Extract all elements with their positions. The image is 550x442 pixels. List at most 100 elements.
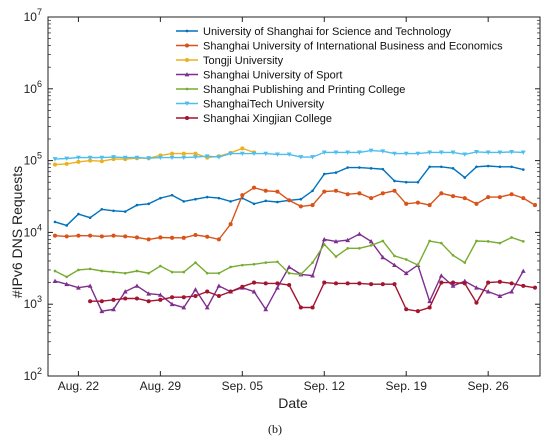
- data-point-shanghai-publishing-and-printing-college: [159, 264, 162, 268]
- data-point-shanghai-university-of-international-business-and-economics: [357, 191, 362, 196]
- data-point-shanghai-university-of-international-business-and-economics: [474, 201, 479, 206]
- data-point-shanghaitech-university: [286, 152, 292, 157]
- data-point-shanghai-university-of-sport: [427, 298, 433, 304]
- data-point-shanghai-xingjian-college: [497, 279, 502, 284]
- data-point-shanghai-university-of-sport: [275, 285, 280, 290]
- series-shanghai-university-of-sport: [52, 231, 526, 314]
- data-point-shanghaitech-university: [298, 155, 304, 160]
- data-point-tongji-university: [193, 151, 198, 156]
- data-point-shanghai-xingjian-college: [427, 305, 432, 310]
- y-tick-label: 106: [24, 79, 42, 96]
- data-point-shanghaitech-university: [52, 157, 58, 162]
- legend-marker: [184, 43, 190, 48]
- data-point-shanghai-publishing-and-printing-college: [404, 258, 408, 261]
- data-point-tongji-university: [52, 162, 58, 167]
- data-point-shanghai-university-of-sport: [356, 231, 362, 236]
- data-point-shanghai-publishing-and-printing-college: [486, 240, 490, 243]
- data-point-shanghaitech-university: [204, 154, 210, 159]
- series-line-tongji-university: [54, 147, 255, 166]
- data-point-university-of-shanghai-for-science-and-technology: [77, 212, 80, 216]
- data-point-shanghai-university-of-international-business-and-economics: [263, 188, 268, 193]
- y-tick-label: 107: [24, 7, 42, 24]
- y-tick-label: 103: [24, 294, 42, 311]
- data-point-university-of-shanghai-for-science-and-technology: [510, 165, 513, 169]
- data-point-shanghai-publishing-and-printing-college: [475, 239, 478, 243]
- data-point-shanghai-university-of-international-business-and-economics: [158, 235, 163, 240]
- data-point-university-of-shanghai-for-science-and-technology: [475, 165, 478, 169]
- data-point-shanghai-university-of-sport: [76, 285, 81, 290]
- data-point-shanghai-university-of-international-business-and-economics: [509, 192, 514, 197]
- data-point-shanghai-xingjian-college: [170, 295, 175, 300]
- legend-entry-shanghai-publishing-and-printing-college: Shanghai Publishing and Printing College: [176, 84, 405, 96]
- legend-marker: [185, 87, 189, 91]
- legend: University of Shanghai for Science and T…: [176, 26, 503, 125]
- data-point-shanghaitech-university: [146, 156, 152, 161]
- data-point-shanghai-xingjian-college: [99, 299, 104, 304]
- data-point-shanghai-university-of-international-business-and-economics: [170, 235, 175, 240]
- data-point-university-of-shanghai-for-science-and-technology: [322, 172, 326, 176]
- data-point-shanghai-university-of-sport: [263, 306, 269, 312]
- data-point-shanghai-xingjian-college: [111, 297, 116, 302]
- data-point-shanghai-university-of-international-business-and-economics: [345, 192, 350, 197]
- data-point-tongji-university: [88, 158, 93, 163]
- data-point-shanghai-publishing-and-printing-college: [194, 261, 197, 264]
- data-point-shanghai-xingjian-college: [263, 281, 268, 286]
- data-point-shanghai-university-of-international-business-and-economics: [111, 233, 116, 238]
- data-point-shanghai-university-of-international-business-and-economics: [439, 191, 444, 196]
- data-point-shanghaitech-university: [310, 155, 315, 160]
- data-point-university-of-shanghai-for-science-and-technology: [358, 166, 361, 169]
- data-point-shanghai-university-of-sport: [450, 283, 456, 288]
- data-point-shanghai-university-of-sport: [368, 238, 374, 244]
- data-point-shanghai-publishing-and-printing-college: [264, 261, 268, 264]
- data-point-shanghai-university-of-international-business-and-economics: [228, 222, 233, 227]
- data-point-university-of-shanghai-for-science-and-technology: [440, 165, 443, 169]
- data-point-shanghai-publishing-and-printing-college: [123, 271, 127, 275]
- data-point-shanghai-xingjian-college: [462, 281, 467, 286]
- data-point-shanghai-university-of-international-business-and-economics: [123, 234, 128, 239]
- data-point-shanghai-xingjian-college: [532, 285, 538, 290]
- data-point-shanghaitech-university: [356, 150, 362, 155]
- data-point-shanghai-publishing-and-printing-college: [287, 271, 291, 275]
- data-point-shanghai-publishing-and-printing-college: [311, 261, 314, 264]
- series-layer: [52, 146, 538, 314]
- data-point-university-of-shanghai-for-science-and-technology: [346, 166, 350, 169]
- data-point-tongji-university: [99, 159, 104, 164]
- legend-label: ShanghaiTech University: [203, 99, 325, 111]
- data-point-shanghai-publishing-and-printing-college: [135, 269, 139, 273]
- series-line-shanghai-publishing-and-printing-college: [54, 236, 524, 278]
- data-point-university-of-shanghai-for-science-and-technology: [229, 200, 232, 203]
- data-point-shanghai-publishing-and-printing-college: [229, 265, 232, 269]
- data-point-shanghaitech-university: [111, 155, 116, 160]
- legend-label: Shanghai University of International Bus…: [203, 41, 503, 53]
- data-point-shanghaitech-university: [509, 150, 514, 155]
- data-point-shanghai-publishing-and-printing-college: [322, 243, 326, 246]
- data-point-shanghai-university-of-international-business-and-economics: [99, 234, 104, 239]
- data-point-shanghai-university-of-sport: [333, 238, 339, 244]
- data-point-shanghai-xingjian-college: [216, 293, 221, 299]
- data-point-shanghaitech-university: [368, 148, 374, 153]
- data-point-university-of-shanghai-for-science-and-technology: [100, 207, 104, 211]
- x-tick-label: Sep. 12: [304, 379, 346, 393]
- data-point-shanghai-publishing-and-printing-college: [451, 253, 455, 257]
- data-point-shanghai-publishing-and-printing-college: [498, 241, 502, 245]
- legend-entry-tongji-university: Tongji University: [176, 55, 284, 67]
- data-point-university-of-shanghai-for-science-and-technology: [182, 200, 186, 203]
- data-point-shanghai-university-of-sport: [392, 262, 397, 268]
- data-point-tongji-university: [181, 151, 186, 156]
- data-point-shanghai-university-of-international-business-and-economics: [52, 233, 58, 238]
- data-point-shanghaitech-university: [497, 150, 503, 155]
- x-tick-label: Sep. 19: [386, 379, 428, 393]
- series-line-shanghai-university-of-international-business-and-economics: [54, 186, 536, 241]
- plot-border: [47, 16, 541, 377]
- data-point-shanghai-publishing-and-printing-college: [112, 270, 115, 274]
- data-point-university-of-shanghai-for-science-and-technology: [112, 209, 115, 213]
- data-point-shanghai-xingjian-college: [415, 309, 420, 314]
- data-point-shanghai-university-of-sport: [497, 293, 503, 298]
- data-point-shanghai-xingjian-college: [310, 305, 315, 310]
- data-point-shanghai-university-of-international-business-and-economics: [64, 234, 69, 239]
- data-point-shanghaitech-university: [438, 150, 444, 155]
- data-point-shanghaitech-university: [321, 150, 327, 155]
- data-point-shanghai-university-of-sport: [169, 301, 175, 307]
- legend-label: Shanghai Xingjian College: [203, 113, 332, 125]
